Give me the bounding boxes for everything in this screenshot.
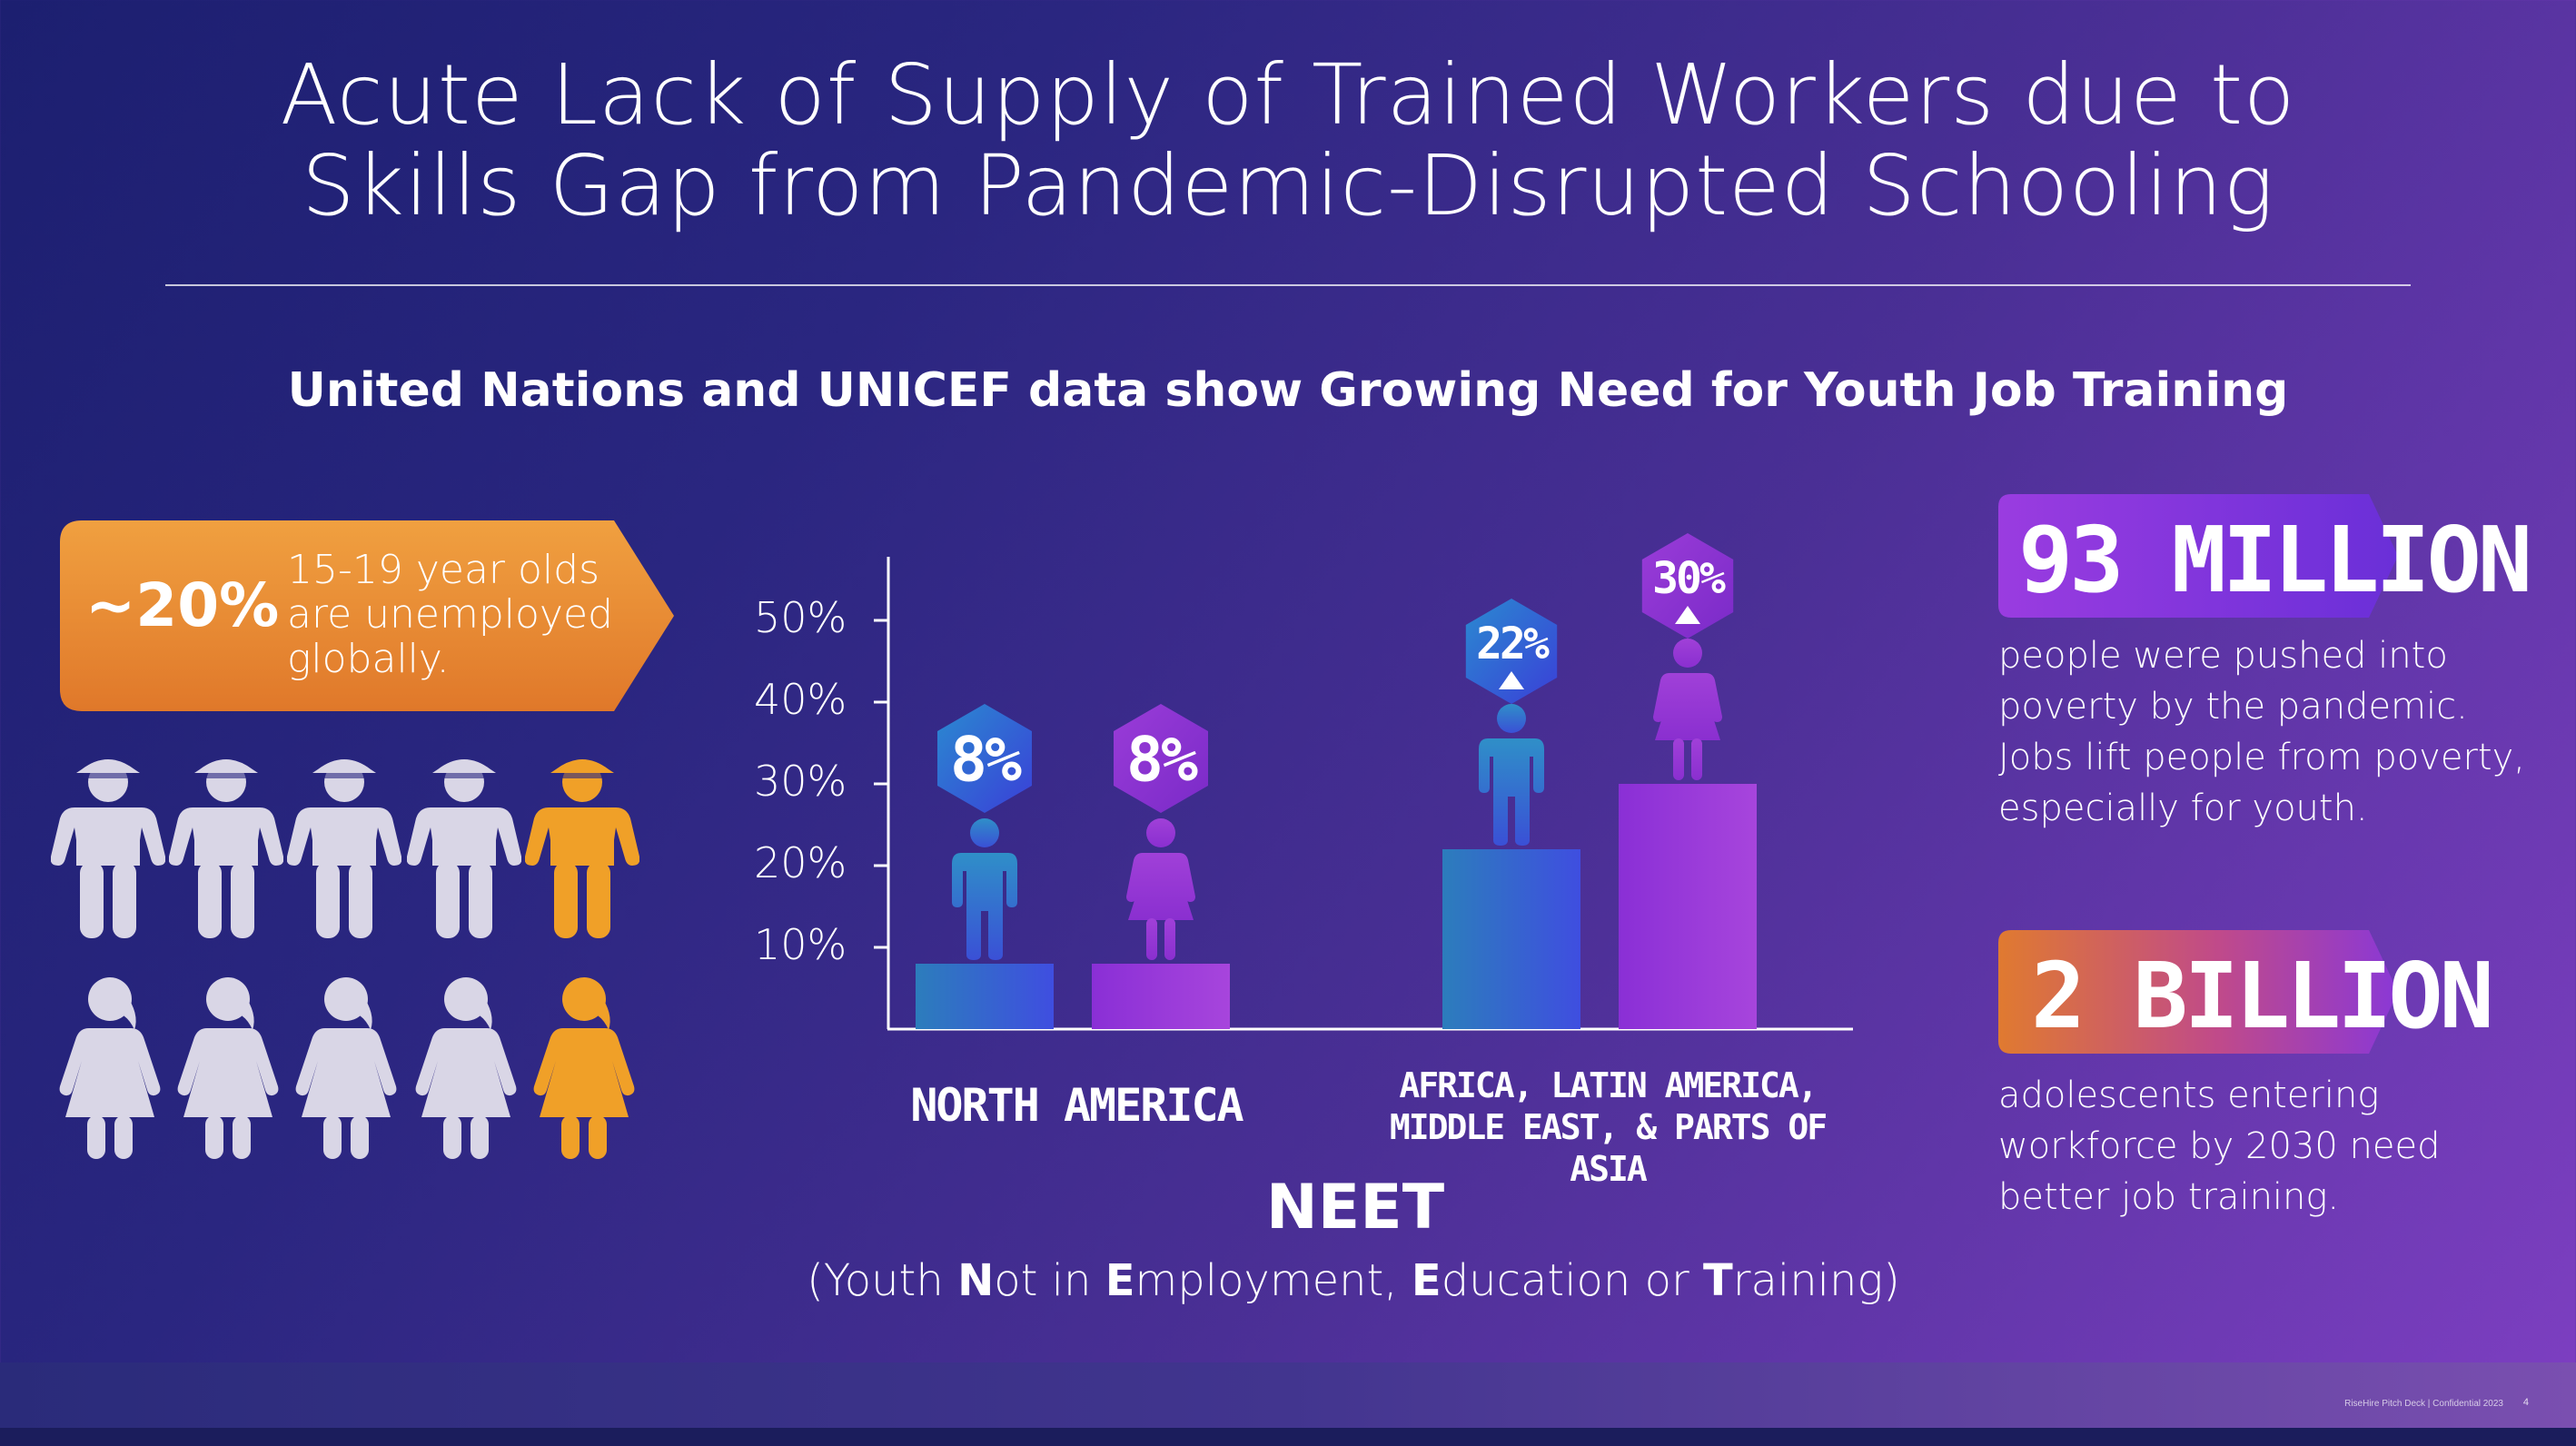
bar-data-label: 8%: [1126, 724, 1198, 796]
footer-text: RiseHire Pitch Deck | Confidential 2023: [2344, 1399, 2503, 1409]
neet-def-letter: E: [1105, 1255, 1135, 1306]
unemployment-text: 15-19 year olds are unemployed globally.: [287, 548, 613, 681]
region-label-line: AFRICA, LATIN AMERICA,: [1399, 1065, 1818, 1105]
unemployment-text-line: 15-19 year olds: [287, 547, 599, 593]
divider: [165, 284, 2411, 286]
male-person-icon: [406, 749, 522, 945]
y-tick-label: 40%: [754, 675, 847, 724]
neet-def-part: (Youth: [807, 1255, 958, 1306]
region-label-north-america: NORTH AMERICA: [910, 1079, 1243, 1132]
stat-desc-line: adolescents entering: [1998, 1075, 2380, 1116]
page-number: 4: [2522, 1397, 2529, 1408]
y-tick-label: 50%: [754, 593, 847, 642]
stat-desc-line: better job training.: [1998, 1176, 2340, 1218]
bar-female: [1619, 784, 1757, 1029]
female-person-icon: [409, 972, 523, 1167]
stat-desc-line: Jobs lift people from poverty,: [1998, 737, 2525, 778]
title-line-1: Acute Lack of Supply of Trained Workers …: [280, 46, 2296, 144]
neet-def-letter: T: [1702, 1255, 1733, 1306]
male-person-icon: [524, 749, 640, 945]
stat-2-billion-desc: adolescents entering workforce by 2030 n…: [1998, 1070, 2440, 1223]
neet-definition: (Youth Not in Employment, Education or T…: [581, 1255, 2125, 1306]
bar-data-label: 8%: [950, 724, 1022, 796]
male-figure-icon: [952, 818, 1017, 960]
title-line-2: Skills Gap from Pandemic-Disrupted Schoo…: [302, 137, 2274, 234]
male-figure-icon: [1479, 704, 1544, 846]
male-person-icon: [286, 749, 402, 945]
stat-desc-line: workforce by 2030 need: [1998, 1125, 2441, 1167]
banner-arrow-shape: [60, 520, 674, 711]
stat-desc-line: people were pushed into: [1998, 635, 2448, 677]
increase-arrow-icon: [1499, 671, 1524, 689]
increase-arrow-icon: [1675, 606, 1700, 624]
female-person-icon: [53, 972, 167, 1167]
neet-def-part: raining): [1732, 1255, 1900, 1306]
neet-def-part: mployment,: [1134, 1255, 1412, 1306]
people-icon-grid: [50, 749, 672, 1167]
unemployment-text-line: globally.: [287, 636, 450, 682]
stat-banner-shape: [1998, 494, 2398, 618]
y-tick-label: 20%: [754, 838, 847, 887]
percent-hexagon: 22%: [1465, 599, 1558, 704]
bar-data-label: 22%: [1476, 619, 1550, 669]
bar-data-label: 30%: [1652, 553, 1726, 604]
neet-def-part: ot in: [994, 1255, 1105, 1306]
neet-def-letter: E: [1411, 1255, 1442, 1306]
stat-93-million: 93 MILLION: [2018, 507, 2532, 613]
male-person-icon: [168, 749, 284, 945]
unemployment-text-line: are unemployed: [287, 591, 613, 638]
female-person-icon: [289, 972, 403, 1167]
subtitle: United Nations and UNICEF data show Grow…: [287, 363, 2289, 418]
unemployment-percent: ~20%: [85, 570, 280, 640]
female-person-icon: [527, 972, 641, 1167]
female-figure-icon: [1653, 639, 1722, 780]
footer-bar: RiseHire Pitch Deck | Confidential 2023 …: [0, 1362, 2576, 1428]
percent-hexagon: 8%: [1114, 704, 1208, 813]
bar-male: [1442, 849, 1580, 1029]
stat-93-million-desc: people were pushed into poverty by the p…: [1998, 630, 2525, 834]
neet-title: NEET: [1265, 1172, 1445, 1243]
bar-female: [1092, 964, 1230, 1029]
percent-hexagon: 30%: [1641, 533, 1734, 639]
female-person-icon: [171, 972, 285, 1167]
bottom-band: [0, 1428, 2576, 1446]
stat-banner-shape: [1998, 930, 2398, 1054]
neet-def-letter: N: [957, 1255, 995, 1306]
bar-male: [916, 964, 1054, 1029]
y-tick-label: 10%: [754, 920, 847, 969]
male-person-icon: [50, 749, 166, 945]
stat-desc-line: poverty by the pandemic.: [1998, 686, 2468, 728]
unemployment-banner: ~20% 15-19 year olds are unemployed glob…: [60, 520, 678, 711]
female-figure-icon: [1126, 818, 1195, 960]
percent-hexagon: 8%: [937, 704, 1032, 813]
stat-2-billion: 2 BILLION: [2031, 943, 2494, 1049]
neet-def-part: ducation or: [1441, 1255, 1703, 1306]
y-tick-label: 30%: [754, 757, 847, 806]
stat-desc-line: especially for youth.: [1998, 787, 2368, 829]
page-title: Acute Lack of Supply of Trained Workers …: [0, 50, 2576, 232]
